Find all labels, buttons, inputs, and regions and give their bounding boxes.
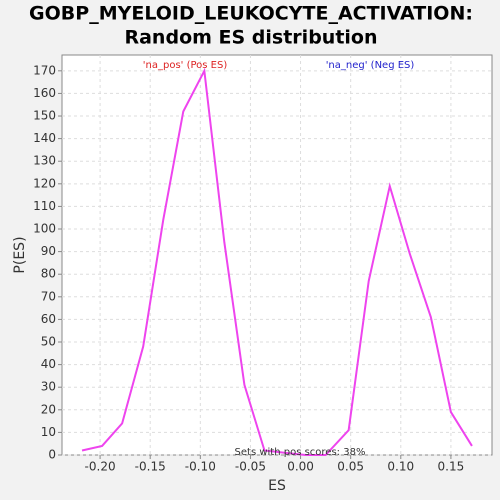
x-axis-label: ES [268,478,286,494]
y-tick-label: 160 [33,86,56,100]
x-tick-label: -0.10 [185,460,216,474]
chart-title: Random ES distribution [124,27,377,49]
y-tick-label: 20 [41,402,56,416]
y-tick-label: 150 [33,109,56,123]
x-tick-label: -0.05 [235,460,266,474]
x-tick-label: 0.15 [438,460,465,474]
y-tick-label: 50 [41,335,56,349]
annotation: 'na_neg' (Neg ES) [326,60,415,71]
x-tick-label: 0.05 [337,460,364,474]
y-tick-label: 90 [41,244,56,258]
y-axis-label: P(ES) [12,236,28,273]
x-tick-label: -0.15 [135,460,166,474]
y-tick-label: 70 [41,289,56,303]
chart-title: GOBP_MYELOID_LEUKOCYTE_ACTIVATION: [29,3,473,25]
y-tick-label: 40 [41,357,56,371]
y-tick-label: 0 [48,448,56,462]
y-tick-label: 30 [41,380,56,394]
line-series [81,67,473,456]
y-tick-label: 60 [41,312,56,326]
x-tick-label: 0.00 [287,460,314,474]
x-tick-label: 0.10 [387,460,414,474]
y-tick-label: 10 [41,425,56,439]
plot-area [61,54,493,456]
x-tick-label: -0.20 [85,460,116,474]
y-tick-label: 110 [33,199,56,213]
annotation: Sets with pos scores: 38% [235,447,366,458]
annotation: 'na_pos' (Pos ES) [143,60,228,71]
y-tick-label: 80 [41,267,56,281]
y-tick-label: 120 [33,176,56,190]
y-tick-label: 170 [33,63,56,77]
y-tick-label: 100 [33,222,56,236]
y-tick-label: 140 [33,131,56,145]
y-tick-label: 130 [33,154,56,168]
